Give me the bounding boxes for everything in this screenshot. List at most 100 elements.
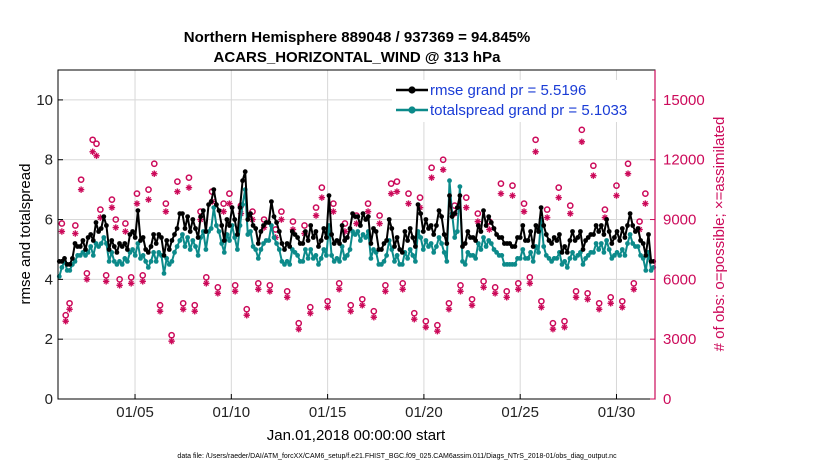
obs-possible-point xyxy=(538,297,545,305)
series-point-spread xyxy=(337,259,342,264)
series-point-rmse xyxy=(384,238,389,243)
obs-possible-point xyxy=(77,176,85,184)
series-point-rmse xyxy=(402,229,408,234)
obs-possible-point xyxy=(122,220,129,227)
chart-title-line1: Northern Hemisphere 889048 / 937369 = 94… xyxy=(184,29,530,46)
series-point-rmse xyxy=(520,223,526,228)
obs-possible-point xyxy=(168,331,175,339)
series-point-rmse xyxy=(132,235,138,240)
series-point-rmse xyxy=(242,169,248,175)
series-point-rmse xyxy=(187,229,193,234)
series-point-spread xyxy=(439,241,444,246)
series-point-spread xyxy=(271,235,277,240)
series-point-rmse xyxy=(106,247,112,252)
series-point-rmse xyxy=(159,235,164,240)
series-point-spread xyxy=(478,247,484,252)
obs-possible-point xyxy=(364,200,372,207)
obs-possible-point xyxy=(347,301,355,309)
obs-assimilated-point xyxy=(151,170,158,177)
series-point-rmse xyxy=(130,229,136,234)
obs-assimilated-point xyxy=(116,282,123,289)
obs-possible-point xyxy=(642,190,649,197)
series-point-spread xyxy=(216,229,222,234)
obs-assimilated-point xyxy=(619,304,626,311)
obs-possible-point xyxy=(503,287,511,295)
series-point-spread xyxy=(358,238,363,243)
obs-possible-point xyxy=(434,321,441,329)
series-point-rmse xyxy=(549,241,554,246)
series-point-spread xyxy=(172,250,177,255)
series-point-rmse xyxy=(598,223,604,228)
obs-assimilated-point xyxy=(312,212,320,219)
series-point-rmse xyxy=(305,238,311,243)
obs-assimilated-point xyxy=(584,296,591,303)
series-point-spread xyxy=(321,247,327,252)
series-point-spread xyxy=(413,259,418,264)
series-point-spread xyxy=(525,256,531,261)
y-right-tick-label: 6000 xyxy=(663,271,696,288)
series-point-spread xyxy=(88,244,94,249)
series-point-spread xyxy=(161,271,167,276)
series-point-rmse xyxy=(439,214,444,220)
series-point-rmse xyxy=(182,226,188,231)
obs-assimilated-point xyxy=(630,286,638,293)
obs-assimilated-point xyxy=(463,204,470,211)
series-point-spread xyxy=(119,262,125,267)
obs-assimilated-point xyxy=(243,312,250,319)
obs-possible-point xyxy=(283,287,291,295)
series-point-spread xyxy=(622,253,628,258)
series-point-rmse xyxy=(248,211,253,217)
obs-assimilated-point xyxy=(145,196,152,203)
series-point-spread xyxy=(227,238,232,243)
series-point-rmse xyxy=(214,202,219,208)
obs-possible-point xyxy=(243,305,251,313)
series-point-rmse xyxy=(316,244,321,249)
obs-possible-point xyxy=(457,281,464,289)
obs-possible-point xyxy=(382,281,389,289)
y-left-tick-label: 8 xyxy=(45,152,53,169)
obs-possible-point xyxy=(179,299,187,307)
series-point-spread xyxy=(235,247,240,252)
series-point-rmse xyxy=(185,214,191,220)
obs-assimilated-point xyxy=(532,148,539,155)
series-point-spread xyxy=(481,235,486,240)
series-point-spread xyxy=(182,244,188,249)
series-point-spread xyxy=(635,244,641,249)
series-point-rmse xyxy=(557,232,562,237)
series-point-rmse xyxy=(125,247,130,252)
series-point-spread xyxy=(384,253,389,258)
series-point-spread xyxy=(593,241,599,246)
series-point-spread xyxy=(248,229,253,234)
series-point-spread xyxy=(434,244,439,249)
series-point-spread xyxy=(308,247,314,252)
obs-assimilated-point xyxy=(520,208,528,215)
obs-assimilated-point xyxy=(89,148,96,155)
obs-assimilated-point xyxy=(382,288,389,295)
obs-possible-point xyxy=(214,283,222,291)
obs-possible-point xyxy=(191,301,199,309)
series-point-rmse xyxy=(452,211,458,217)
series-point-rmse xyxy=(122,241,128,246)
series-point-spread xyxy=(368,256,374,261)
obs-possible-point xyxy=(555,184,563,191)
obs-possible-point xyxy=(306,303,314,311)
obs-possible-point xyxy=(543,206,551,213)
series-point-spread xyxy=(266,238,272,243)
series-point-rmse xyxy=(344,235,350,240)
series-point-rmse xyxy=(418,211,424,217)
series-point-rmse xyxy=(203,229,209,234)
obs-assimilated-point xyxy=(174,188,181,195)
series-point-rmse xyxy=(93,220,99,225)
series-point-rmse xyxy=(441,232,447,237)
series-point-spread xyxy=(598,241,604,246)
series-point-rmse xyxy=(232,217,238,222)
series-point-rmse xyxy=(287,244,293,249)
series-point-rmse xyxy=(533,223,539,228)
series-point-spread xyxy=(536,250,541,255)
series-point-rmse xyxy=(554,238,560,243)
legend: rmse grand pr = 5.5196 totalspread grand… xyxy=(392,80,652,122)
obs-assimilated-point xyxy=(62,318,69,325)
series-point-spread xyxy=(520,247,526,252)
series-point-rmse xyxy=(530,244,536,249)
obs-possible-point xyxy=(145,186,152,193)
